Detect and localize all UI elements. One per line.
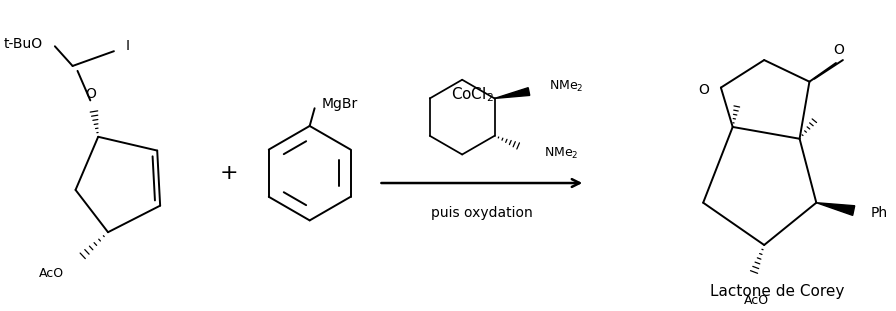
Text: AcO: AcO: [39, 267, 64, 280]
Polygon shape: [495, 88, 530, 98]
Text: Ph: Ph: [870, 206, 888, 220]
Text: I: I: [125, 39, 130, 53]
Text: t-BuO: t-BuO: [4, 37, 43, 51]
Text: puis oxydation: puis oxydation: [431, 206, 533, 220]
Text: O: O: [698, 82, 709, 97]
Polygon shape: [816, 203, 855, 216]
Text: Lactone de Corey: Lactone de Corey: [710, 284, 844, 299]
Text: O: O: [833, 43, 844, 57]
Text: O: O: [85, 86, 96, 100]
Text: AcO: AcO: [744, 294, 769, 307]
Text: MgBr: MgBr: [322, 97, 358, 111]
Text: CoCl$_2$: CoCl$_2$: [451, 85, 494, 104]
Text: NMe$_2$: NMe$_2$: [548, 79, 583, 94]
Text: NMe$_2$: NMe$_2$: [544, 146, 578, 161]
Text: +: +: [220, 163, 238, 183]
